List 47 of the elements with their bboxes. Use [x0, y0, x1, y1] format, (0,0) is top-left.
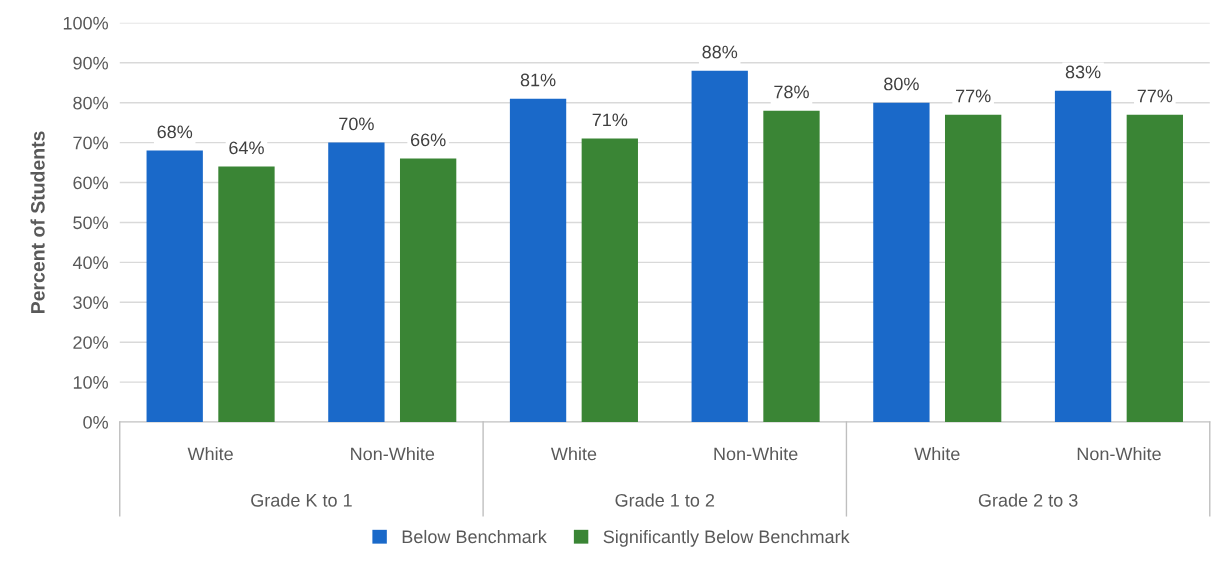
- x-tick-label: White: [914, 447, 960, 461]
- data-label: 70%: [339, 117, 374, 131]
- y-tick-label: 20%: [73, 336, 108, 349]
- bar: [763, 110, 820, 423]
- bar: [873, 102, 930, 423]
- data-label: 64%: [229, 141, 264, 155]
- y-axis-title: Percent of Students: [30, 131, 45, 313]
- legend-label: Significantly Below Benchmark: [603, 529, 850, 547]
- text: Grade K to 1: [251, 493, 352, 507]
- x-tick-label: White: [550, 447, 597, 461]
- bar: [509, 98, 567, 423]
- bar: [944, 114, 1002, 423]
- data-label: 68%: [157, 125, 193, 139]
- x-tick-label: Non-White: [1077, 447, 1161, 461]
- y-tick-label: 70%: [73, 136, 108, 150]
- y-tick-label: 90%: [73, 56, 108, 70]
- x-tick-label: Non-White: [714, 447, 798, 461]
- y-tick-label: 0%: [83, 415, 108, 429]
- y-tick-label: 30%: [73, 296, 108, 309]
- bar: [146, 150, 203, 423]
- data-label: 78%: [774, 85, 809, 99]
- data-label: 77%: [1137, 89, 1173, 103]
- data-label: 71%: [592, 113, 628, 127]
- bar: [1126, 114, 1183, 423]
- text: Grade 2 to 3: [978, 493, 1078, 507]
- data-label: 81%: [520, 73, 556, 87]
- bar: [581, 138, 638, 423]
- bar: [328, 142, 385, 423]
- data-label: 83%: [1065, 65, 1101, 79]
- data-label: 77%: [956, 89, 991, 103]
- x-tick-label: Non-White: [351, 447, 435, 461]
- data-label: 88%: [702, 45, 738, 59]
- y-tick-label: 100%: [63, 16, 108, 30]
- data-label: 80%: [884, 77, 919, 91]
- y-tick-label: 60%: [73, 176, 108, 190]
- y-tick-label: 10%: [73, 376, 108, 389]
- data-label: 66%: [410, 133, 446, 147]
- y-tick-label: 50%: [73, 216, 108, 230]
- bar: [399, 158, 457, 423]
- bar: [691, 70, 748, 423]
- bar: [1054, 90, 1112, 423]
- x-tick-label: White: [187, 447, 233, 461]
- y-tick-label: 40%: [72, 256, 108, 270]
- y-tick-label: 80%: [73, 96, 108, 110]
- text: Grade 1 to 2: [615, 493, 715, 507]
- legend-label: Below Benchmark: [402, 529, 547, 544]
- bar: [218, 166, 275, 423]
